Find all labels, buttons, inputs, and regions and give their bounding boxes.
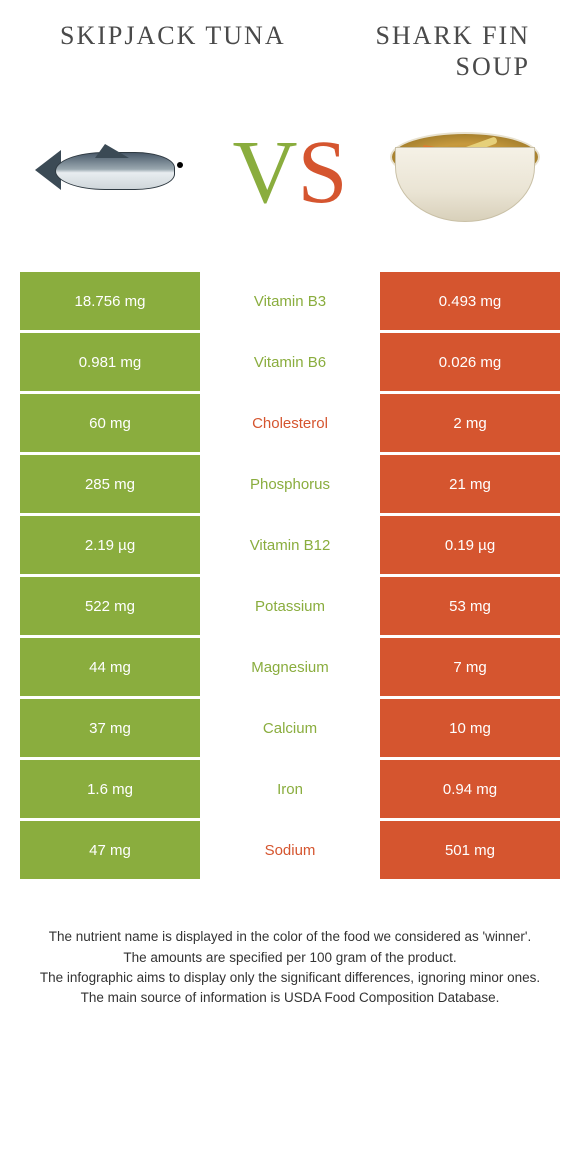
table-row: 44 mgMagnesium7 mg: [20, 638, 560, 696]
nutrient-label: Vitamin B6: [200, 333, 380, 391]
left-value: 1.6 mg: [20, 760, 200, 818]
nutrient-label: Magnesium: [200, 638, 380, 696]
nutrient-label: Cholesterol: [200, 394, 380, 452]
footnote-line: The nutrient name is displayed in the co…: [30, 927, 550, 947]
left-value: 285 mg: [20, 455, 200, 513]
header: Skipjack tuna Shark fin soup: [0, 0, 580, 92]
nutrient-label: Sodium: [200, 821, 380, 879]
nutrient-table: 18.756 mgVitamin B30.493 mg0.981 mgVitam…: [0, 272, 580, 879]
footnote-line: The main source of information is USDA F…: [30, 988, 550, 1008]
tuna-image: [30, 107, 200, 237]
left-value: 60 mg: [20, 394, 200, 452]
footnote: The nutrient name is displayed in the co…: [0, 882, 580, 1008]
left-food-title: Skipjack tuna: [40, 20, 295, 82]
vs-v: V: [232, 121, 297, 224]
right-value: 2 mg: [380, 394, 560, 452]
footnote-line: The infographic aims to display only the…: [30, 968, 550, 988]
nutrient-label: Phosphorus: [200, 455, 380, 513]
right-value: 0.19 µg: [380, 516, 560, 574]
vs-label: VS: [232, 121, 347, 224]
table-row: 2.19 µgVitamin B120.19 µg: [20, 516, 560, 574]
nutrient-label: Vitamin B12: [200, 516, 380, 574]
table-row: 1.6 mgIron0.94 mg: [20, 760, 560, 818]
left-value: 522 mg: [20, 577, 200, 635]
right-value: 501 mg: [380, 821, 560, 879]
table-row: 60 mgCholesterol2 mg: [20, 394, 560, 452]
nutrient-label: Potassium: [200, 577, 380, 635]
left-value: 18.756 mg: [20, 272, 200, 330]
vs-s: S: [297, 121, 347, 224]
soup-image: [380, 107, 550, 237]
table-row: 47 mgSodium501 mg: [20, 821, 560, 879]
table-row: 0.981 mgVitamin B60.026 mg: [20, 333, 560, 391]
left-value: 44 mg: [20, 638, 200, 696]
table-row: 37 mgCalcium10 mg: [20, 699, 560, 757]
table-row: 285 mgPhosphorus21 mg: [20, 455, 560, 513]
right-value: 10 mg: [380, 699, 560, 757]
left-value: 2.19 µg: [20, 516, 200, 574]
nutrient-label: Calcium: [200, 699, 380, 757]
nutrient-label: Iron: [200, 760, 380, 818]
right-value: 53 mg: [380, 577, 560, 635]
right-value: 7 mg: [380, 638, 560, 696]
table-row: 522 mgPotassium53 mg: [20, 577, 560, 635]
right-value: 0.493 mg: [380, 272, 560, 330]
left-value: 37 mg: [20, 699, 200, 757]
table-row: 18.756 mgVitamin B30.493 mg: [20, 272, 560, 330]
right-value: 0.94 mg: [380, 760, 560, 818]
right-value: 21 mg: [380, 455, 560, 513]
right-value: 0.026 mg: [380, 333, 560, 391]
nutrient-label: Vitamin B3: [200, 272, 380, 330]
image-row: VS: [0, 92, 580, 272]
left-value: 47 mg: [20, 821, 200, 879]
left-value: 0.981 mg: [20, 333, 200, 391]
footnote-line: The amounts are specified per 100 gram o…: [30, 948, 550, 968]
right-food-title: Shark fin soup: [295, 20, 540, 82]
